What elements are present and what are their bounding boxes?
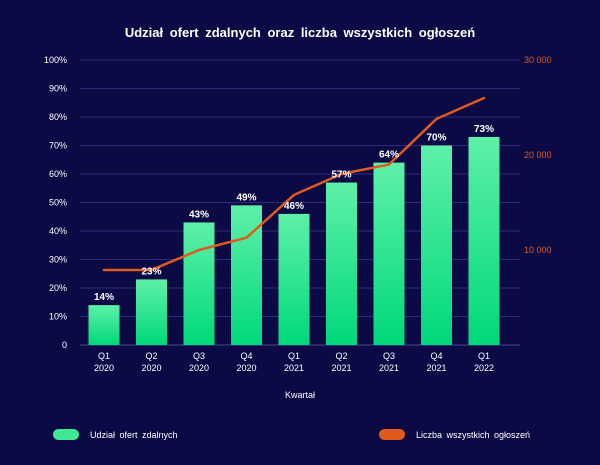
left-axis-tick-label: 60% <box>49 169 67 179</box>
bar <box>136 279 167 345</box>
bar-value-label: 46% <box>284 201 304 212</box>
left-axis-tick-label: 70% <box>49 141 67 151</box>
right-axis-tick-label: 30 000 <box>524 55 552 65</box>
bar <box>183 222 215 345</box>
left-axis-tick-label: 50% <box>49 198 67 208</box>
legend-swatch-line <box>379 429 405 440</box>
bar <box>278 213 310 345</box>
bar <box>373 162 405 345</box>
x-axis-tick-label: Q1 2020 <box>94 351 114 373</box>
x-axis-tick-label: Q3 2020 <box>189 351 209 373</box>
left-axis: 0 10% 20% 30% 40% 50% 60% 70% 80% 90% 100% <box>44 55 67 350</box>
bar-value-label: 57% <box>331 170 351 181</box>
x-axis-tick-label: Q4 2021 <box>426 351 446 373</box>
left-axis-tick-label: 40% <box>49 226 67 236</box>
bar <box>468 136 500 345</box>
bar-value-label: 23% <box>141 266 161 277</box>
bar-value-label: 73% <box>474 124 494 135</box>
x-axis-tick-label: Q2 2021 <box>331 351 351 373</box>
x-axis-tick-label: Q2 2020 <box>141 351 161 373</box>
left-axis-tick-label: 10% <box>49 312 67 322</box>
x-axis-tick-label: Q1 2022 <box>474 351 494 373</box>
right-axis: 10 000 20 000 30 000 <box>524 55 552 255</box>
x-axis-title: Kwartał <box>285 390 315 400</box>
bar-value-label: 70% <box>426 133 446 144</box>
line-series <box>102 96 486 272</box>
bar <box>88 305 120 345</box>
legend-swatch-bars <box>53 429 79 440</box>
left-axis-tick-label: 30% <box>49 255 67 265</box>
legend: Udział ofert zdalnych Liczba wszystkich … <box>53 429 530 440</box>
left-axis-tick-label: 0 <box>62 340 67 350</box>
bar-data-labels: 14% 23% 43% 49% 46% 57% 64% 70% 73% <box>94 124 494 303</box>
right-axis-tick-label: 20 000 <box>524 150 552 160</box>
bar-value-label: 64% <box>379 150 399 161</box>
x-axis-tick-label: Q1 2021 <box>284 351 304 373</box>
right-axis-tick-label: 10 000 <box>524 245 552 255</box>
x-axis-tick-label: Q4 2020 <box>236 351 256 373</box>
x-axis-tick-label: Q3 2021 <box>379 351 399 373</box>
bar-value-label: 49% <box>236 192 256 203</box>
legend-label-line: Liczba wszystkich ogłoszeń <box>416 430 530 440</box>
left-axis-tick-label: 80% <box>49 112 67 122</box>
bar-series <box>88 136 500 345</box>
left-axis-tick-label: 90% <box>49 84 67 94</box>
bar-value-label: 43% <box>189 209 209 220</box>
bar-value-label: 14% <box>94 292 114 303</box>
left-axis-tick-label: 100% <box>44 55 67 65</box>
legend-label-bars: Udział ofert zdalnych <box>90 430 178 440</box>
x-axis-tick-labels: Q1 2020 Q2 2020 Q3 2020 Q4 2020 Q1 2021 Q2 2021 Q3 20… <box>94 351 494 373</box>
bar <box>421 145 452 345</box>
bar <box>326 182 357 345</box>
left-axis-tick-label: 20% <box>49 283 67 293</box>
chart-title: Udział ofert zdalnych oraz liczba wszyst… <box>125 25 475 40</box>
